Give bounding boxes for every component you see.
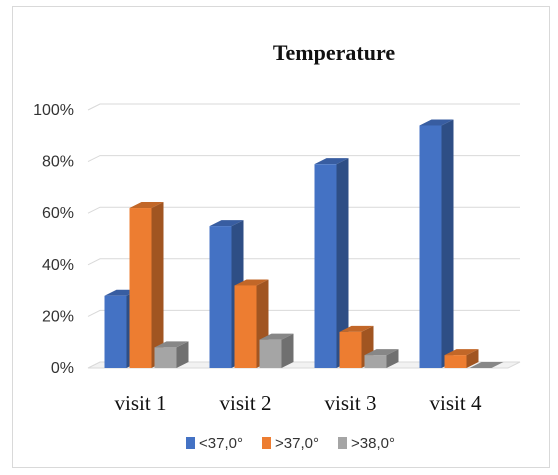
- gridline: [87, 103, 520, 111]
- bar-2-4: [444, 349, 479, 368]
- chart-title: Temperature: [273, 40, 395, 65]
- gridline: [87, 206, 520, 214]
- legend-label: >37,0°: [275, 435, 319, 452]
- bar-3-3: [364, 349, 399, 368]
- y-tick-label: 20%: [42, 308, 74, 325]
- bar-1-3: [314, 158, 349, 368]
- legend-item-1: <37,0°: [186, 435, 243, 452]
- x-tick-label: visit 4: [430, 391, 482, 415]
- bar-3-2: [259, 333, 294, 368]
- y-tick-label: 100%: [33, 102, 74, 119]
- bar-3-4: [469, 362, 504, 368]
- legend-item-3: >38,0°: [338, 435, 395, 452]
- x-tick-label: visit 3: [325, 391, 377, 415]
- gridline: [87, 309, 520, 317]
- legend-label: >38,0°: [351, 435, 395, 452]
- x-tick-label: visit 2: [220, 391, 272, 415]
- gridline: [87, 155, 520, 163]
- y-tick-label: 40%: [42, 257, 74, 274]
- bar-2-1: [129, 202, 164, 368]
- x-tick-label: visit 1: [115, 391, 167, 415]
- gridline: [87, 258, 520, 266]
- y-tick-label: 0%: [51, 360, 74, 377]
- y-tick-label: 80%: [42, 154, 74, 171]
- legend-swatch: [338, 437, 347, 449]
- legend-item-2: >37,0°: [262, 435, 319, 452]
- legend-swatch: [186, 437, 195, 449]
- legend-label: <37,0°: [199, 435, 243, 452]
- bar-3-1: [154, 341, 189, 368]
- bar-1-4: [419, 119, 454, 368]
- chart-frame: [12, 6, 550, 468]
- legend-swatch: [262, 437, 271, 449]
- y-tick-label: 60%: [42, 205, 74, 222]
